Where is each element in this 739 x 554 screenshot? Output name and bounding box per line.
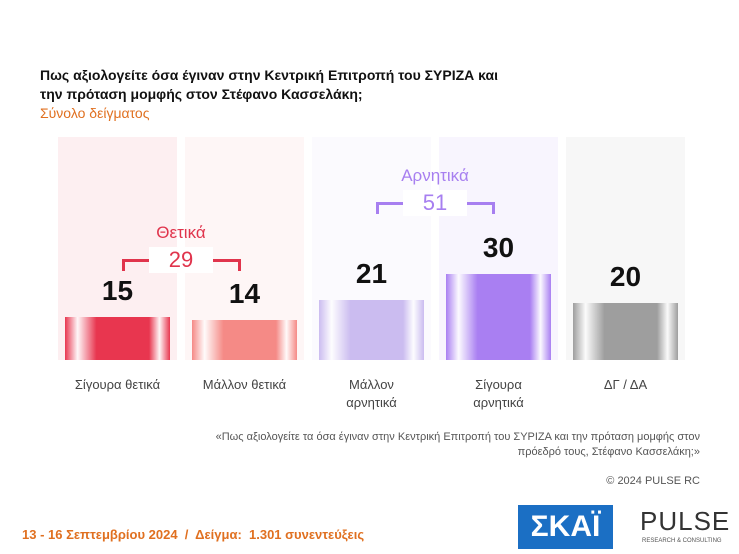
group-label: Αρνητικά bbox=[401, 166, 469, 185]
pulse-tagline: RESEARCH & CONSULTING bbox=[642, 538, 722, 544]
group-label: Θετικά bbox=[156, 223, 206, 242]
x-tick-label: Μάλλον θετικά bbox=[202, 377, 287, 392]
value-label: 20 bbox=[609, 260, 642, 292]
x-tick-label: ΔΓ / ΔΑ bbox=[603, 377, 648, 392]
pulse-logo: PULSE bbox=[640, 506, 731, 536]
bar bbox=[319, 299, 424, 360]
value-label: 30 bbox=[482, 232, 515, 264]
x-tick-label: Σίγουρα αρνητικά bbox=[473, 377, 524, 410]
value-label: 15 bbox=[101, 275, 134, 307]
value-label: 14 bbox=[228, 277, 261, 309]
bar bbox=[446, 274, 551, 360]
subtitle: Σύνολο δείγματος bbox=[40, 105, 150, 121]
value-label: 21 bbox=[355, 257, 388, 289]
note: «Πως αξιολογείτε τα όσα έγιναν στην Κεντ… bbox=[215, 431, 700, 458]
bar bbox=[65, 317, 170, 360]
skai-logo: ΣΚΑΪ bbox=[518, 505, 613, 549]
group-value: 51 bbox=[422, 190, 448, 215]
group-value-bg bbox=[403, 190, 467, 216]
x-tick-label: Σίγουρα θετικά bbox=[74, 377, 161, 392]
x-tick-label: Μάλλον αρνητικά bbox=[346, 377, 397, 410]
group-value-bg bbox=[149, 247, 213, 273]
footer: 13 - 16 Σεπτεμβρίου 2024 / Δείγμα: 1.301… bbox=[22, 527, 365, 542]
copyright: © 2024 PULSE RC bbox=[606, 475, 700, 487]
bar bbox=[192, 319, 297, 360]
group-value: 29 bbox=[168, 247, 194, 272]
bar bbox=[573, 302, 678, 360]
chart-title: Πως αξιολογείτε όσα έγιναν στην Κεντρική… bbox=[40, 67, 498, 102]
